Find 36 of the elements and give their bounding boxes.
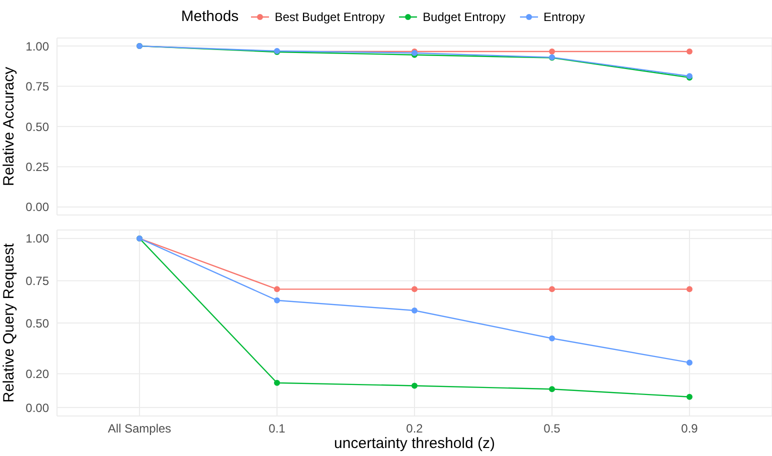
point [549,286,555,292]
legend-label: Entropy [544,10,585,24]
legend-label: Best Budget Entropy [274,10,385,24]
point [412,307,418,314]
legend-label: Budget Entropy [422,10,506,24]
y-tick-label: 0.50 [26,120,50,134]
x-axis-title: uncertainty threshold (z) [334,435,495,452]
point [549,386,555,392]
point [686,360,692,366]
point [686,394,692,400]
y-tick-label: 0.75 [26,274,50,288]
point [549,335,555,342]
x-tick-label: 0.5 [544,422,561,436]
point [274,286,280,292]
x-tick-label: 0.2 [406,422,424,436]
y-tick-label: 0.00 [26,200,50,214]
y-tick-label: 0.20 [26,366,50,381]
y-tick-label: 0.50 [26,316,50,330]
y-axis-title: Relative Query Request [0,242,18,403]
y-tick-label: 0.75 [26,80,50,94]
point [274,297,280,304]
legend-title: Methods [181,8,239,25]
y-tick-label: 0.00 [26,400,50,415]
point [549,48,555,55]
point [274,380,280,386]
x-tick-label: All Samples [108,422,172,436]
y-tick-label: 0.25 [26,160,50,174]
y-tick-label: 1.00 [26,232,50,246]
point [686,286,692,292]
y-axis-title: Relative Accuracy [0,66,18,186]
y-tick-label: 1.00 [26,39,50,54]
x-tick-label: 0.1 [268,422,286,436]
point [412,286,418,292]
x-tick-label: 0.9 [681,422,698,436]
point [686,48,692,55]
point [412,382,418,389]
